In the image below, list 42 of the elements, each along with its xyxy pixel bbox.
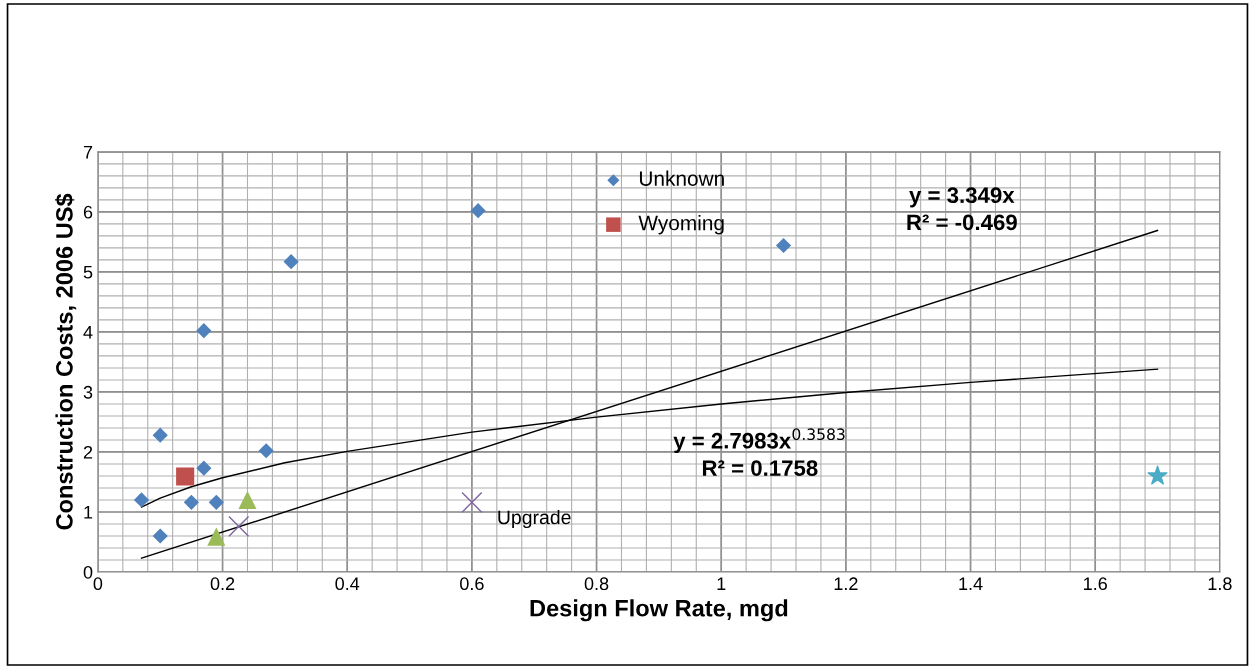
y-tick-label: 2 <box>83 445 93 459</box>
legend-label: Wyoming <box>638 215 724 235</box>
x-tick-label: 0.6 <box>460 577 484 591</box>
x-tick-label: 1.6 <box>1084 577 1107 591</box>
x-axis-title: Design Flow Rate, mgd <box>530 599 788 622</box>
point <box>208 494 224 510</box>
x-tick-label: 0.2 <box>210 577 235 591</box>
y-tick-label: 1 <box>84 506 93 519</box>
y-tick-label: 5 <box>83 266 93 279</box>
point <box>775 237 792 254</box>
point <box>133 492 150 508</box>
point <box>238 490 257 510</box>
point <box>258 443 274 459</box>
point <box>461 491 483 513</box>
point <box>152 528 168 544</box>
annotation: Upgrade <box>498 509 571 529</box>
y-axis-title: Construction Costs, 2006 US$ <box>55 193 77 530</box>
x-tick-label: 1 <box>717 577 726 590</box>
point <box>283 254 299 270</box>
annotation: y = 3.349x R² = -0.469 <box>907 187 1017 231</box>
x-tick-label: 0.4 <box>335 577 360 591</box>
x-tick-label: 1.4 <box>959 577 983 590</box>
point <box>207 527 226 546</box>
y-tick-label: 7 <box>83 145 93 159</box>
point <box>470 203 486 219</box>
point <box>1147 465 1168 485</box>
point <box>228 515 250 537</box>
x-tick-label: 0 <box>93 577 103 591</box>
x-tick-label: 1.2 <box>834 577 858 590</box>
x-tick-label: 0.8 <box>584 577 609 591</box>
text: y = 2.7983x$^{0.3583}$ R² = 0.1758 <box>673 428 845 476</box>
point <box>152 427 168 443</box>
point <box>196 460 212 476</box>
y-tick-label: 4 <box>83 326 93 339</box>
y-tick-label: 6 <box>83 205 93 219</box>
legend-label: Unknown <box>639 170 724 186</box>
y-tick-label: 0 <box>83 565 93 579</box>
point <box>183 494 199 510</box>
y-tick-label: 3 <box>83 385 93 399</box>
point <box>176 467 195 486</box>
point <box>196 323 212 339</box>
x-tick-label: 1.8 <box>1208 577 1232 591</box>
